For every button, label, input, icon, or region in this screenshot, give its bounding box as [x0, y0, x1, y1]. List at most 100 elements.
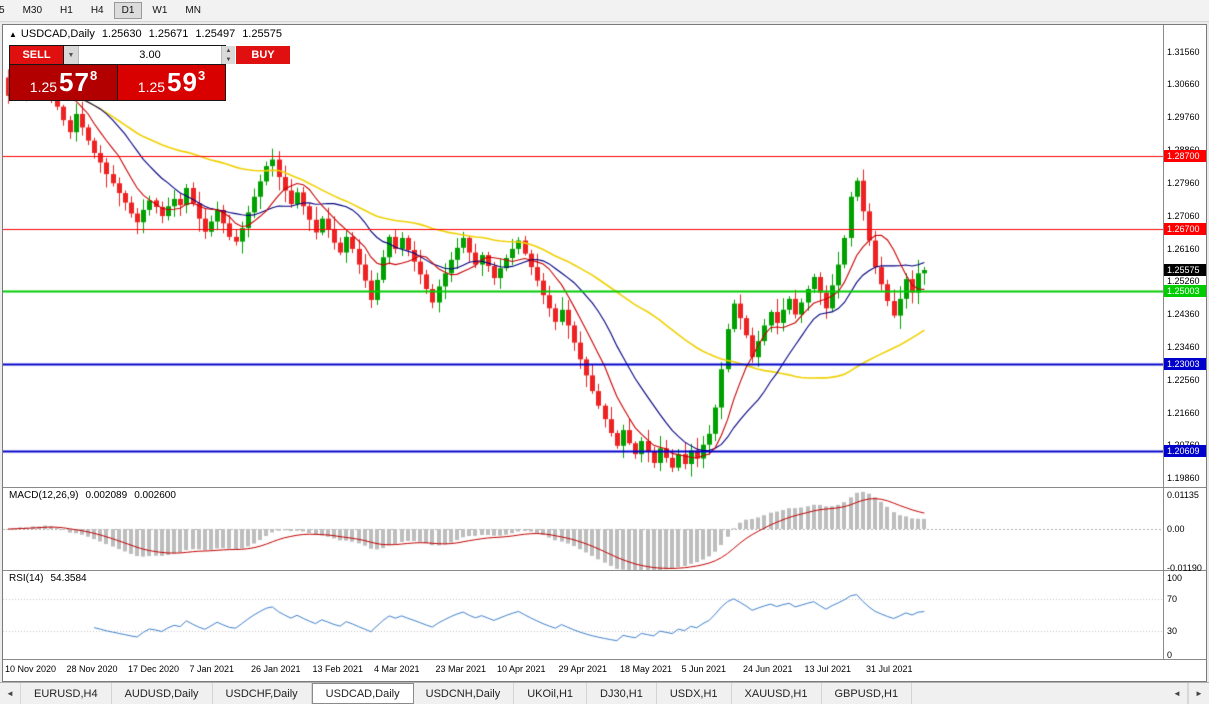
timeframe-toolbar: 5 M30 H1 H4 D1 W1 MN [0, 0, 1209, 22]
price-axis-label: 1.27060 [1167, 210, 1200, 221]
date-axis-label: 4 Mar 2021 [374, 664, 420, 674]
lot-increase-icon[interactable]: ▲ [222, 46, 235, 55]
date-axis-label: 26 Jan 2021 [251, 664, 301, 674]
price-level-marker: 1.23003 [1164, 357, 1206, 370]
timeframe-button-w1[interactable]: W1 [144, 2, 175, 19]
rsi-header: RSI(14) 54.3584 [9, 573, 94, 584]
price-axis-label: 1.29760 [1167, 112, 1200, 123]
macd-axis-label: -0.01190 [1167, 563, 1202, 574]
ohlc-open: 1.25630 [101, 28, 142, 40]
lot-dropdown-icon[interactable]: ▼ [64, 46, 79, 64]
tabs-scroll-right-icon[interactable]: ► [1188, 683, 1209, 704]
date-axis-label: 29 Apr 2021 [558, 664, 608, 674]
rsi-name-label: RSI(14) [9, 573, 44, 584]
timeframe-button-h1[interactable]: H1 [52, 2, 81, 19]
chart-tab-usdcnh-daily[interactable]: USDCNH,Daily [413, 683, 515, 704]
macd-header: MACD(12,26,9) 0.002089 0.002600 [9, 490, 183, 501]
date-axis-label: 7 Jan 2021 [189, 664, 235, 674]
current-price-marker: 1.25575 [1164, 263, 1206, 276]
chart-tab-dj30-h1[interactable]: DJ30,H1 [587, 683, 657, 704]
chart-tab-audusd-daily[interactable]: AUDUSD,Daily [112, 683, 213, 704]
price-axis-label: 1.25260 [1167, 276, 1200, 287]
rsi-axis-label: 0 [1167, 650, 1173, 660]
date-axis-label: 5 Jun 2021 [681, 664, 727, 674]
price-axis-label: 1.19860 [1167, 473, 1200, 484]
buy-price-display[interactable]: 1.25 59 3 [118, 65, 225, 100]
sell-price-prefix: 1.25 [29, 79, 58, 95]
rsi-axis-label: 30 [1167, 626, 1178, 636]
timeframe-button-5[interactable]: 5 [0, 2, 13, 19]
buy-price-digits: 59 [167, 67, 198, 97]
price-chart-canvas[interactable] [3, 25, 1163, 487]
price-axis-label: 1.30660 [1167, 79, 1200, 90]
chart-tab-xauusd-h1[interactable]: XAUUSD,H1 [732, 683, 822, 704]
pane-divider[interactable] [3, 570, 1206, 571]
price-axis-label: 1.22560 [1167, 374, 1200, 385]
chart-tab-bar: ◄ EURUSD,H4 AUDUSD,Daily USDCHF,Daily USDCA… [0, 682, 1209, 704]
tab-bar-spacer [912, 683, 1167, 704]
macd-pane-canvas[interactable] [3, 488, 1163, 570]
date-axis-label: 18 May 2021 [620, 664, 673, 674]
chart-symbol-label: USDCAD,Daily [20, 28, 95, 40]
buy-price-pip: 3 [197, 68, 206, 83]
date-axis-label: 28 Nov 2020 [66, 664, 118, 674]
lot-decrease-icon[interactable]: ▼ [222, 55, 235, 64]
macd-axis-label: 0.01135 [1167, 490, 1199, 500]
price-level-marker: 1.26700 [1164, 222, 1206, 235]
price-axis-label: 1.21660 [1167, 407, 1200, 418]
timeframe-button-h4[interactable]: H4 [83, 2, 112, 19]
buy-price-prefix: 1.25 [137, 79, 166, 95]
rsi-axis-label: 100 [1167, 573, 1183, 583]
tab-strip: EURUSD,H4 AUDUSD,Daily USDCHF,Daily USDCAD,… [21, 683, 913, 704]
buy-button[interactable]: BUY [236, 46, 290, 64]
date-axis-label: 31 Jul 2021 [866, 664, 913, 674]
collapse-indicator-icon[interactable]: ▲ [9, 30, 17, 39]
chart-tab-usdchf-daily[interactable]: USDCHF,Daily [213, 683, 312, 704]
price-axis-separator [1163, 25, 1164, 659]
ohlc-close: 1.25575 [242, 28, 282, 40]
timeframe-button-m30[interactable]: M30 [15, 2, 50, 19]
price-axis-label: 1.23460 [1167, 341, 1200, 352]
price-level-marker: 1.28700 [1164, 149, 1206, 162]
date-axis-label: 17 Dec 2020 [128, 664, 180, 674]
ohlc-high: 1.25671 [148, 28, 189, 40]
chart-tab-usdx-h1[interactable]: USDX,H1 [657, 683, 732, 704]
timeframe-button-mn[interactable]: MN [177, 2, 209, 19]
chart-tab-usdcad-daily[interactable]: USDCAD,Daily [311, 683, 414, 704]
date-axis-label: 13 Feb 2021 [312, 664, 364, 674]
chart-tab-gbpusd-h1[interactable]: GBPUSD,H1 [822, 683, 913, 704]
chart-ohlc-header: ▲ USDCAD,Daily 1.25630 1.25671 1.25497 1.2557… [9, 28, 282, 40]
price-axis-label: 1.26160 [1167, 243, 1200, 254]
date-axis-label: 23 Mar 2021 [435, 664, 487, 674]
rsi-axis-label: 70 [1167, 594, 1178, 604]
sell-price-digits: 57 [59, 67, 90, 97]
price-level-marker: 1.20609 [1164, 444, 1206, 457]
sell-price-display[interactable]: 1.25 57 8 [10, 65, 117, 100]
pane-divider[interactable] [3, 659, 1206, 660]
lot-size-control: ▼ ▲ ▼ [64, 46, 235, 64]
tabs-scroll-left-icon[interactable]: ◄ [0, 683, 21, 704]
macd-value: 0.002089 [85, 490, 128, 501]
sell-button[interactable]: SELL [10, 46, 63, 64]
price-axis-label: 1.24360 [1167, 309, 1200, 320]
date-axis-label: 10 Nov 2020 [5, 664, 57, 674]
rsi-value: 54.3584 [50, 573, 87, 584]
price-axis-label: 1.31560 [1167, 46, 1200, 57]
date-axis-label: 13 Jul 2021 [804, 664, 852, 674]
ohlc-low: 1.25497 [195, 28, 236, 40]
timeframe-button-d1[interactable]: D1 [113, 2, 143, 19]
date-axis-label: 24 Jun 2021 [743, 664, 793, 674]
pane-divider[interactable] [3, 487, 1206, 488]
date-axis-label: 10 Apr 2021 [497, 664, 546, 674]
lot-size-input[interactable] [79, 46, 221, 64]
macd-axis-label: 0.00 [1167, 524, 1185, 534]
macd-signal-value: 0.002600 [134, 490, 176, 501]
sell-price-pip: 8 [89, 68, 98, 83]
price-level-marker: 1.25003 [1164, 284, 1206, 297]
rsi-pane-canvas[interactable] [3, 571, 1163, 659]
tabs-scroll-left-end-icon[interactable]: ◄ [1167, 683, 1188, 704]
chart-tab-ukoil-h1[interactable]: UKOil,H1 [514, 683, 588, 704]
chart-tab-eurusd-h4[interactable]: EURUSD,H4 [21, 683, 112, 704]
one-click-trading-panel: SELL ▼ ▲ ▼ BUY 1.25 57 8 1.25 59 3 [9, 45, 290, 101]
